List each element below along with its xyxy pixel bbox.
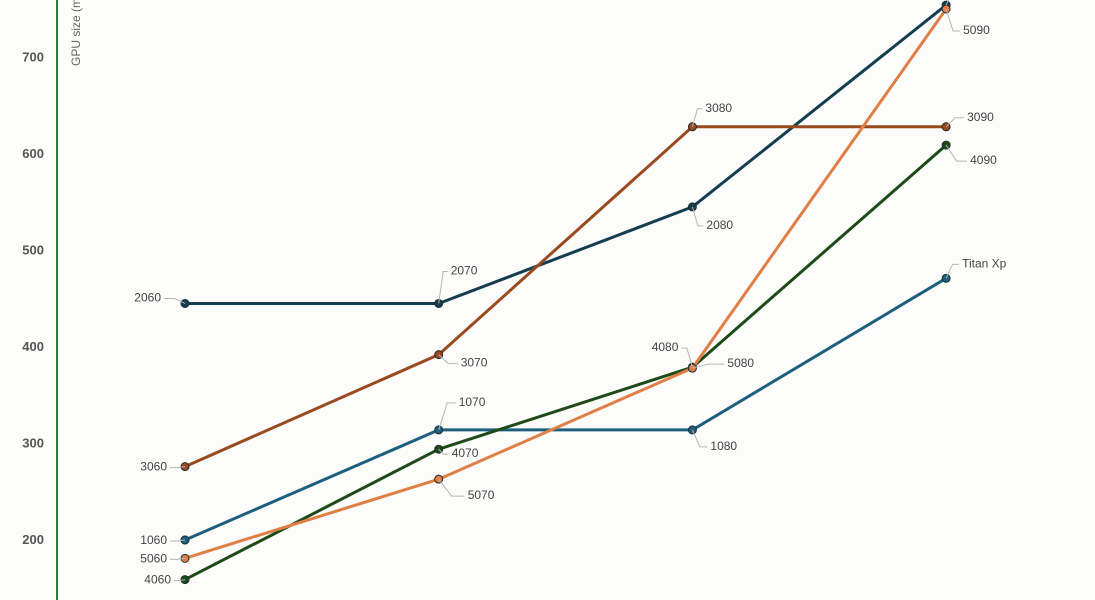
y-tick-label-500: 500 [22, 242, 44, 257]
leader-3080 [691, 108, 703, 127]
leader-4080 [681, 347, 693, 368]
point-label-4080: 4080 [652, 340, 679, 354]
leader-titan-xp [945, 263, 960, 279]
series-line-20-series [183, 3, 948, 305]
leader-5090 [945, 8, 961, 32]
point-label-3080: 3080 [705, 101, 732, 115]
y-tick-label-200: 200 [22, 532, 44, 547]
point-label-3090: 3090 [967, 110, 994, 124]
y-tick-label-600: 600 [22, 146, 44, 161]
leader-3060 [170, 466, 186, 469]
leader-1060 [170, 539, 186, 542]
series-group [180, 0, 951, 585]
leader-5080 [692, 363, 725, 369]
y-axis-title: GPU size (m [69, 0, 83, 66]
leader-1070 [438, 402, 456, 431]
point-label-1080: 1080 [710, 439, 737, 453]
point-label-4060: 4060 [144, 573, 171, 587]
point-label-3060: 3060 [140, 460, 167, 474]
point-label-5070: 5070 [468, 488, 495, 502]
point-label-2070: 2070 [451, 263, 478, 277]
point-label-2060: 2060 [134, 290, 161, 304]
point-label-2080: 2080 [706, 218, 733, 232]
point-label-4070: 4070 [452, 446, 479, 460]
leader-3090 [945, 117, 965, 128]
series-line-10-series [183, 276, 948, 542]
y-ticks: 200 300 400 500 600 700 [22, 49, 44, 547]
leader-2070 [438, 270, 448, 304]
y-tick-label-700: 700 [22, 49, 44, 64]
leader-4060 [174, 579, 186, 582]
series-line-50-series [183, 7, 948, 560]
leader-5060 [170, 557, 186, 560]
point-label-titan-xp: Titan Xp [962, 256, 1007, 270]
leader-4090 [945, 144, 968, 162]
point-label-3070: 3070 [461, 356, 488, 370]
point-label-5080: 5080 [727, 356, 754, 370]
leader-2060 [164, 297, 186, 304]
y-tick-label-400: 400 [22, 339, 44, 354]
series-line-40-series [183, 143, 948, 582]
point-label-4090: 4090 [970, 153, 997, 167]
point-label-5060: 5060 [140, 551, 167, 565]
leader-2080 [691, 206, 704, 227]
series-line-30-series [183, 125, 948, 469]
point-label-1070: 1070 [459, 395, 486, 409]
y-tick-label-300: 300 [22, 435, 44, 450]
leader-1080 [691, 429, 708, 448]
point-label-1060: 1060 [140, 533, 167, 547]
leader-4070 [438, 448, 449, 455]
point-label-5090: 5090 [963, 23, 990, 37]
leader-5070 [438, 478, 465, 497]
leader-3070 [438, 354, 458, 365]
